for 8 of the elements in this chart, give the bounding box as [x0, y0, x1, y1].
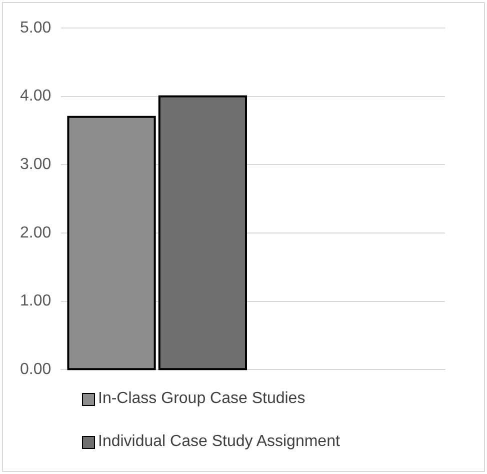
legend-label: Individual Case Study Assignment	[98, 433, 340, 451]
y-tick-label: 4.00	[20, 88, 52, 105]
y-tick-label: 1.00	[20, 292, 52, 310]
legend-label: In-Class Group Case Studies	[98, 390, 306, 408]
y-tick-label: 3.00	[20, 156, 52, 174]
y-tick-label: 5.00	[20, 19, 52, 36]
y-tick-label: 2.00	[20, 224, 52, 242]
y-tick-label: 0.00	[20, 361, 52, 378]
